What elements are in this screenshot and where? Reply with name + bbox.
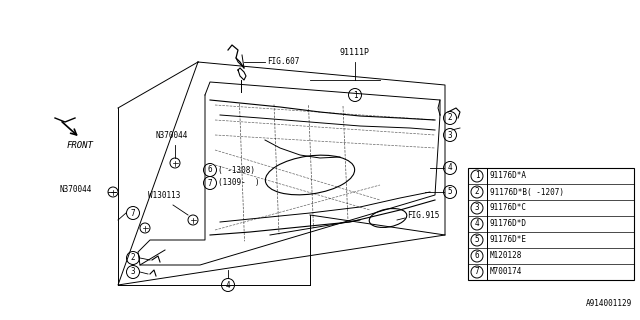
Text: W130113: W130113 — [148, 191, 180, 200]
Text: 4: 4 — [226, 281, 230, 290]
Text: 91111P: 91111P — [340, 48, 370, 57]
Text: 5: 5 — [448, 188, 452, 196]
Text: M700174: M700174 — [490, 268, 522, 276]
Text: FIG.915: FIG.915 — [407, 211, 440, 220]
Text: N370044: N370044 — [155, 131, 188, 140]
Text: 7: 7 — [208, 179, 212, 188]
Text: 91176D*D: 91176D*D — [490, 220, 527, 228]
Text: 5: 5 — [475, 236, 479, 244]
Text: N370044: N370044 — [60, 185, 92, 194]
Text: 1: 1 — [475, 172, 479, 180]
Text: (1309-  ): (1309- ) — [218, 179, 260, 188]
Text: FIG.607: FIG.607 — [267, 58, 300, 67]
Text: 2: 2 — [448, 114, 452, 123]
Text: 91176D*C: 91176D*C — [490, 204, 527, 212]
Text: 6: 6 — [208, 165, 212, 174]
Text: 4: 4 — [448, 164, 452, 172]
Text: 91176D*E: 91176D*E — [490, 236, 527, 244]
Text: 7: 7 — [475, 268, 479, 276]
Bar — [468, 168, 634, 280]
Text: 2: 2 — [131, 253, 135, 262]
Text: 2: 2 — [475, 188, 479, 196]
Text: 3: 3 — [475, 204, 479, 212]
Text: 1: 1 — [353, 91, 357, 100]
Text: 91176D*B( -1207): 91176D*B( -1207) — [490, 188, 564, 196]
Text: FRONT: FRONT — [67, 141, 93, 150]
Text: 4: 4 — [475, 220, 479, 228]
Text: M120128: M120128 — [490, 252, 522, 260]
Text: A914001129: A914001129 — [586, 299, 632, 308]
Text: ( -1308): ( -1308) — [218, 165, 255, 174]
Text: 7: 7 — [131, 209, 135, 218]
Text: 6: 6 — [475, 252, 479, 260]
Text: 3: 3 — [131, 268, 135, 276]
Text: 3: 3 — [448, 131, 452, 140]
Text: 91176D*A: 91176D*A — [490, 172, 527, 180]
